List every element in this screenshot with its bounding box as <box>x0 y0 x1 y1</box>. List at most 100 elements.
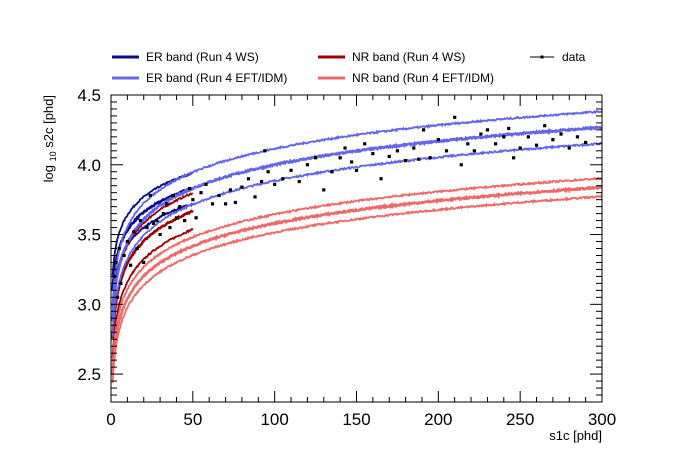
data-point-14 <box>148 193 152 198</box>
data-point-20 <box>168 225 172 230</box>
data-point-5 <box>119 281 123 285</box>
data-point-68 <box>472 149 476 153</box>
x-axis-title: s1c [phd] <box>549 428 602 443</box>
data-point-10 <box>135 246 139 251</box>
series-2-line-1 <box>111 228 194 359</box>
data-point-3 <box>115 295 120 299</box>
data-point-58 <box>404 158 408 163</box>
data-point-4 <box>117 246 121 251</box>
data-point-48 <box>330 170 334 174</box>
data-point-35 <box>240 185 244 189</box>
data-point-81 <box>567 146 571 150</box>
legend-entry-4: ER band (Run 4 EFT/IDM) <box>112 71 287 85</box>
data-point-43 <box>289 168 293 172</box>
series-1-line-2 <box>111 186 194 291</box>
data-point-70 <box>485 128 490 132</box>
data-point-78 <box>543 124 547 128</box>
data-point-80 <box>559 132 563 136</box>
data-point-16 <box>155 218 159 223</box>
data-point-25 <box>187 186 192 191</box>
data-point-40 <box>266 170 270 174</box>
legend-label: NR band (Run 4 WS) <box>352 50 465 64</box>
data-point-39 <box>263 149 267 153</box>
x-tick-label-1: 0 <box>106 410 115 429</box>
data-point-6 <box>122 253 126 258</box>
series-2-line-3 <box>111 192 194 322</box>
data-point-57 <box>395 149 400 153</box>
legend-entry-3: data <box>530 50 586 64</box>
y-tick-label-3: 3.5 <box>77 226 101 245</box>
y-tick-label-5: 4.5 <box>77 86 101 105</box>
data-point-38 <box>259 179 264 184</box>
data-point-75 <box>518 146 522 150</box>
y-axis-title-prefix: log <box>41 165 56 182</box>
x-tick-label-6: 250 <box>506 410 534 429</box>
series-3-line-3 <box>111 109 602 306</box>
data-point-17 <box>158 232 162 237</box>
series-3-line-2 <box>111 125 602 322</box>
data-point-47 <box>322 188 326 192</box>
data-point-54 <box>371 152 375 156</box>
data-point-51 <box>349 160 354 164</box>
y-tick-label-1: 2.5 <box>77 365 101 384</box>
data-point-45 <box>305 163 309 167</box>
legend-label: ER band (Run 4 WS) <box>146 50 259 64</box>
data-point-11 <box>138 218 143 223</box>
data-point-64 <box>444 149 449 153</box>
data-point-83 <box>584 140 588 145</box>
legend-entry-2: NR band (Run 4 WS) <box>318 50 465 64</box>
data-point-21 <box>171 193 175 198</box>
legend-label: NR band (Run 4 EFT/IDM) <box>352 71 494 85</box>
data-point-41 <box>273 182 277 186</box>
data-point-23 <box>178 205 182 209</box>
series-4-line-1 <box>111 194 602 384</box>
data-point-42 <box>281 177 285 181</box>
data-point-26 <box>191 198 195 202</box>
x-tick-label-7: 300 <box>588 410 616 429</box>
data-point-55 <box>379 177 383 181</box>
y-axis-title-subscript: 10 <box>48 151 58 161</box>
data-point-18 <box>161 212 165 216</box>
data-point-49 <box>338 156 342 160</box>
data-point-52 <box>354 168 359 172</box>
y-tick-label-4: 4.0 <box>77 156 101 175</box>
y-axis-title-suffix: s2c [phd] <box>41 95 56 148</box>
data-point-73 <box>507 126 511 131</box>
data-point-56 <box>387 154 391 158</box>
data-point-8 <box>129 263 133 267</box>
data-point-62 <box>428 156 432 160</box>
y-axis-title: log 10 s2c [phd] <box>41 95 59 182</box>
data-point-19 <box>165 202 169 206</box>
data-point-69 <box>479 132 483 136</box>
data-point-76 <box>526 135 530 139</box>
data-point-37 <box>253 195 257 199</box>
legend-entry-1: ER band (Run 4 WS) <box>112 50 259 64</box>
data-point-60 <box>417 157 421 161</box>
legend-marker <box>540 55 544 59</box>
data-point-30 <box>210 202 215 206</box>
plot-area <box>111 109 602 384</box>
legend: ER band (Run 4 WS) NR band (Run 4 WS) data… <box>112 50 586 85</box>
data-point-31 <box>217 193 221 198</box>
data-point-29 <box>204 182 208 186</box>
data-point-15 <box>151 221 156 225</box>
series-1-line-3 <box>111 171 194 276</box>
data-point-50 <box>343 146 347 150</box>
data-point-77 <box>534 143 539 147</box>
x-tick-label-4: 150 <box>342 410 370 429</box>
data-point-65 <box>453 115 457 119</box>
data-point-74 <box>512 156 516 160</box>
data-point-9 <box>132 230 136 234</box>
legend-label: data <box>562 50 586 64</box>
data-point-34 <box>233 200 237 205</box>
data-point-28 <box>199 191 203 195</box>
data-point-44 <box>297 179 301 184</box>
data-point-22 <box>174 216 179 220</box>
data-point-59 <box>412 146 416 150</box>
data-point-13 <box>145 225 149 230</box>
series-4-line-2 <box>111 184 602 375</box>
series-group <box>111 109 602 384</box>
data-point-24 <box>183 218 187 223</box>
data-point-67 <box>466 142 470 146</box>
